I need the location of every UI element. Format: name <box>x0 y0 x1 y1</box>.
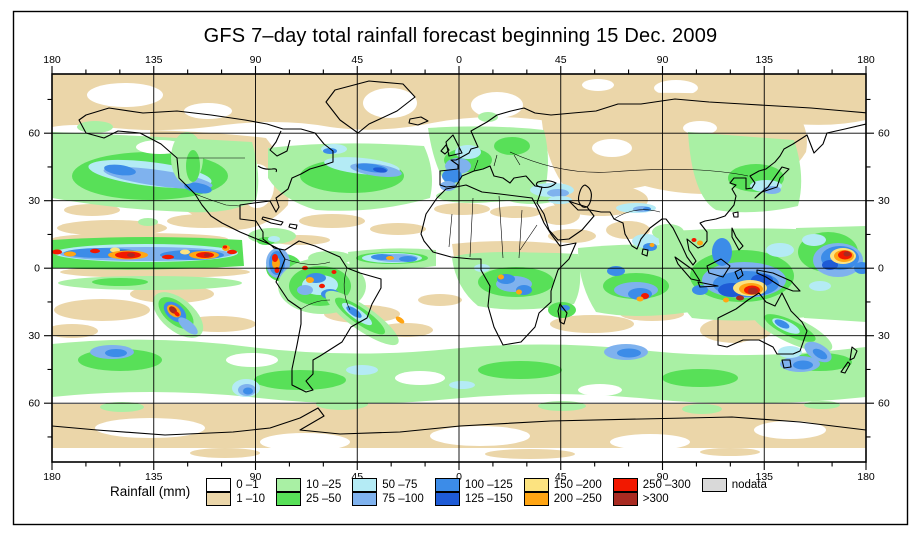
legend-column: 250 –300 >300 <box>612 478 691 506</box>
legend-column-nodata: nodata <box>701 478 767 492</box>
lat-label-left: 30 <box>28 330 40 342</box>
legend-swatch <box>612 478 638 492</box>
legend-swatch <box>352 478 378 492</box>
lon-label-bottom: 45 <box>555 471 567 483</box>
lon-label-top: 45 <box>555 54 567 66</box>
lon-label-top: 90 <box>657 54 669 66</box>
legend-label: >300 <box>642 493 669 505</box>
lat-label-left: 30 <box>28 195 40 207</box>
legend-label: 25 –50 <box>306 493 342 505</box>
legend-swatch <box>276 491 302 506</box>
legend: Rainfall (mm) 0 –1 1 –10 10 –25 25 –50 50 –75… <box>110 478 767 506</box>
legend-swatch <box>523 478 549 492</box>
legend-swatch <box>612 491 638 506</box>
legend-label: 0 –1 <box>236 479 259 491</box>
lon-label-top: 45 <box>351 54 363 66</box>
lon-label-bottom: 180 <box>857 471 875 483</box>
legend-swatch <box>276 478 302 492</box>
lat-label-right: 30 <box>878 195 890 207</box>
legend-column: 10 –25 25 –50 <box>276 478 341 506</box>
lon-label-top: 135 <box>145 54 163 66</box>
lon-label-bottom: 135 <box>755 471 773 483</box>
page-title: GFS 7–day total rainfall forecast beginn… <box>203 25 718 47</box>
graticule <box>52 74 866 462</box>
legend-swatch <box>352 491 378 506</box>
lat-label-left: 0 <box>34 263 40 275</box>
lon-label-top: 180 <box>43 54 61 66</box>
lat-label-right: 0 <box>878 263 884 275</box>
legend-swatch <box>206 491 232 506</box>
legend-swatch <box>206 478 232 492</box>
legend-label: 250 –300 <box>642 479 691 491</box>
legend-label: 75 –100 <box>382 493 424 505</box>
lon-label-top: 90 <box>250 54 262 66</box>
legend-column: 50 –75 75 –100 <box>352 478 424 506</box>
lat-label-right: 60 <box>878 398 890 410</box>
legend-column: 100 –125 125 –150 <box>434 478 513 506</box>
lat-label-left: 60 <box>28 128 40 140</box>
legend-swatch <box>434 491 460 506</box>
legend-label: 100 –125 <box>464 479 513 491</box>
coastlines <box>52 80 866 436</box>
lon-label-top: 135 <box>755 54 773 66</box>
legend-label: 125 –150 <box>464 493 513 505</box>
legend-column: 150 –200 200 –250 <box>523 478 602 506</box>
legend-title: Rainfall (mm) <box>110 484 191 499</box>
lon-label-bottom: 0 <box>456 471 462 483</box>
legend-label: nodata <box>731 479 767 491</box>
lon-label-top: 180 <box>857 54 875 66</box>
legend-label: 150 –200 <box>553 479 602 491</box>
legend-swatch <box>701 478 727 492</box>
legend-swatch <box>434 478 460 492</box>
lon-label-bottom: 90 <box>657 471 669 483</box>
axes: 180 135 90 45 0 45 90 135 180 180 135 90 45 0 45 90 135 1… <box>28 54 890 483</box>
lon-label-bottom: 180 <box>43 471 61 483</box>
lon-label-bottom: 45 <box>351 471 363 483</box>
legend-swatch <box>523 491 549 506</box>
lon-label-bottom: 90 <box>250 471 262 483</box>
lon-label-bottom: 135 <box>145 471 163 483</box>
lon-label-top: 0 <box>456 54 462 66</box>
legend-label: 10 –25 <box>306 479 342 491</box>
legend-column: 0 –1 1 –10 <box>206 478 265 506</box>
legend-label: 50 –75 <box>382 479 418 491</box>
lat-label-right: 60 <box>878 128 890 140</box>
lat-label-right: 30 <box>878 330 890 342</box>
legend-label: 1 –10 <box>236 493 266 505</box>
legend-label: 200 –250 <box>553 493 602 505</box>
lat-label-left: 60 <box>28 398 40 410</box>
